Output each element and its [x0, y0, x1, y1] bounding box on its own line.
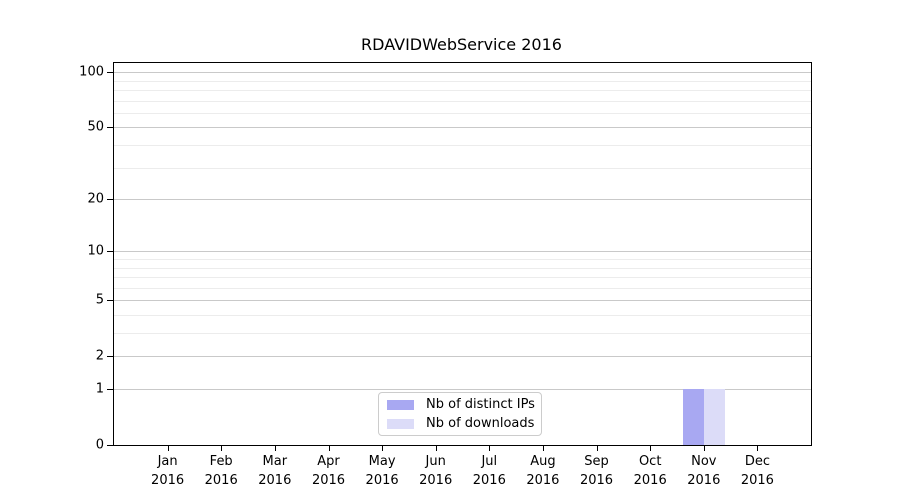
- minor-gridline: [114, 314, 811, 316]
- bar-nb-of-distinct-ips: [682, 389, 704, 445]
- x-tick-mark: [328, 446, 330, 451]
- x-tick-mark: [435, 446, 437, 451]
- y-tick-label: 100: [79, 64, 104, 80]
- x-tick-month: Oct: [638, 454, 662, 469]
- y-tick-label: 1: [95, 381, 104, 397]
- x-tick-month: Aug: [530, 454, 556, 469]
- minor-gridline: [114, 277, 811, 278]
- x-tick-year: 2016: [687, 473, 721, 488]
- x-tick-label: Jul 2016: [457, 452, 521, 490]
- x-tick-month: Dec: [744, 454, 770, 469]
- x-tick-month: Apr: [317, 454, 340, 469]
- x-tick-label: Jan 2016: [136, 452, 200, 490]
- y-tick-mark: [107, 356, 113, 358]
- x-tick-label: Apr 2016: [297, 452, 361, 490]
- x-tick-year: 2016: [740, 473, 774, 488]
- y-tick-label: 0: [95, 437, 104, 453]
- legend: Nb of distinct IPs Nb of downloads: [378, 392, 542, 436]
- x-tick-year: 2016: [579, 473, 614, 488]
- x-tick-year: 2016: [311, 473, 346, 488]
- x-tick-label: Mar 2016: [243, 452, 307, 490]
- y-tick-label: 10: [87, 243, 104, 259]
- x-tick-year: 2016: [633, 473, 667, 488]
- x-tick-mark: [489, 446, 491, 451]
- x-tick-mark: [382, 446, 384, 451]
- major-gridline: [114, 72, 811, 74]
- minor-gridline: [114, 167, 811, 169]
- y-tick-mark: [107, 251, 113, 253]
- minor-gridline: [114, 333, 811, 334]
- minor-gridline: [114, 89, 811, 91]
- x-tick-month: Feb: [209, 454, 233, 469]
- y-tick-mark: [107, 445, 113, 446]
- x-tick-label: Oct 2016: [618, 452, 682, 490]
- y-tick-mark: [107, 72, 113, 74]
- x-tick-month: May: [368, 454, 396, 469]
- x-tick-label: Dec 2016: [725, 452, 789, 490]
- plot-area: 0 1 2 5 10 20 50 100 Jan 2016 Feb 2016 Mar 2016 Apr 201…: [79, 62, 812, 488]
- legend-entry: Nb of downloads: [379, 416, 541, 431]
- x-tick-month: Jul: [481, 454, 498, 469]
- x-tick-year: 2016: [365, 473, 399, 488]
- x-tick-year: 2016: [526, 473, 560, 488]
- minor-gridline: [114, 112, 811, 114]
- x-tick-month: Sep: [584, 454, 609, 469]
- x-tick-mark: [274, 446, 276, 451]
- y-tick-mark: [107, 389, 113, 390]
- major-gridline: [114, 199, 811, 200]
- x-tick-label: May 2016: [350, 452, 414, 490]
- major-gridline: [114, 300, 811, 302]
- minor-gridline: [114, 267, 811, 269]
- legend-swatch: [387, 399, 414, 410]
- chart-title: RDAVIDWebService 2016: [361, 35, 562, 54]
- x-tick-label: Feb 2016: [189, 452, 253, 490]
- x-tick-mark: [221, 446, 223, 451]
- x-tick-month: Mar: [262, 454, 288, 469]
- x-tick-mark: [596, 446, 598, 451]
- x-tick-mark: [542, 446, 544, 451]
- major-gridline: [114, 251, 811, 253]
- minor-gridline: [114, 287, 811, 289]
- x-tick-month: Nov: [691, 454, 717, 469]
- x-tick-label: Nov 2016: [672, 452, 736, 490]
- bar-nb-of-downloads: [703, 389, 725, 445]
- minor-gridline: [114, 144, 811, 146]
- x-tick-year: 2016: [258, 473, 292, 488]
- y-tick-label: 5: [95, 292, 104, 308]
- legend-swatch: [387, 418, 414, 429]
- minor-gridline: [114, 258, 811, 260]
- major-gridline: [114, 127, 811, 129]
- y-tick-mark: [107, 127, 113, 129]
- minor-gridline: [114, 80, 811, 82]
- x-tick-mark: [650, 446, 652, 451]
- x-tick-year: 2016: [472, 473, 506, 488]
- x-tick-label: Jun 2016: [404, 452, 468, 490]
- x-tick-month: Jan: [157, 454, 178, 469]
- major-gridline: [114, 356, 811, 358]
- x-tick-month: Jun: [425, 454, 446, 469]
- x-tick-mark: [167, 446, 169, 451]
- y-tick-label: 20: [87, 191, 104, 207]
- x-tick-year: 2016: [151, 473, 185, 488]
- x-tick-label: Sep 2016: [565, 452, 629, 490]
- x-tick-year: 2016: [204, 473, 238, 488]
- x-tick-label: Aug 2016: [511, 452, 575, 490]
- x-tick-mark: [703, 446, 705, 451]
- y-tick-label: 2: [95, 348, 104, 364]
- x-tick-mark: [757, 446, 759, 451]
- minor-gridline: [114, 100, 811, 102]
- major-gridline: [114, 389, 811, 390]
- legend-entry: Nb of distinct IPs: [379, 397, 541, 412]
- y-tick-mark: [107, 300, 113, 302]
- legend-label: Nb of distinct IPs: [426, 397, 535, 412]
- y-tick-mark: [107, 199, 113, 200]
- legend-label: Nb of downloads: [426, 416, 535, 431]
- x-tick-year: 2016: [419, 473, 453, 488]
- y-tick-label: 50: [87, 119, 104, 135]
